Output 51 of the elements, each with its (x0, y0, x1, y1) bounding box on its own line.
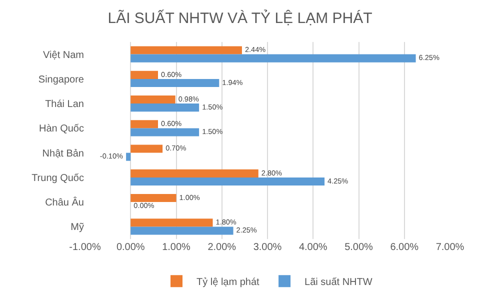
data-label: 0.60% (161, 119, 182, 128)
bar (130, 104, 200, 112)
legend-label: Tỷ lệ lạm phát (196, 276, 260, 288)
legend-label: Lãi suất NHTW (304, 276, 373, 288)
data-label: 1.00% (179, 192, 200, 202)
data-label: -0.10% (100, 152, 124, 161)
bar (126, 152, 131, 161)
bar (130, 226, 234, 235)
x-tick-label: 0.00% (116, 242, 145, 253)
x-tick-label: 7.00% (436, 242, 464, 253)
y-tick-label: Châu Âu (45, 196, 84, 209)
data-label: 2.44% (244, 45, 266, 54)
bar (130, 128, 200, 136)
y-tick-label: Hàn Quốc (38, 124, 84, 135)
bar (130, 78, 220, 87)
data-label: 2.80% (261, 168, 283, 178)
x-tick-label: 2.00% (208, 242, 236, 253)
y-tick-label: Singapore (38, 74, 84, 86)
data-label: 1.94% (222, 78, 244, 87)
y-tick-label: Việt Nam (43, 50, 84, 61)
x-tick-label: 1.00% (162, 242, 191, 253)
bar (130, 70, 158, 79)
x-tick-label: 4.00% (298, 242, 328, 253)
x-tick-label: 3.00% (253, 242, 282, 253)
y-tick-label: Nhật Bản (42, 148, 84, 160)
data-label: 4.25% (328, 176, 349, 186)
data-label: 6.25% (418, 53, 440, 62)
data-label: 2.25% (236, 226, 258, 235)
bar (130, 46, 242, 54)
bar (130, 177, 325, 186)
data-label: 1.50% (202, 102, 224, 112)
data-label: 0.00% (134, 200, 155, 210)
y-tick-label: Mỹ (70, 222, 84, 234)
bar (130, 218, 213, 227)
data-label: 1.80% (216, 218, 237, 227)
bar (130, 54, 416, 62)
data-label: 1.50% (202, 127, 224, 136)
bar (130, 120, 158, 128)
chart-title: LÃI SUẤT NHTW VÀ TỶ LỆ LẠM PHÁT (108, 8, 372, 27)
data-label: 0.70% (166, 144, 187, 153)
data-label: 0.98% (178, 94, 200, 104)
x-tick-label: 5.00% (344, 242, 374, 253)
bar (130, 194, 176, 202)
y-tick-label: Thái Lan (45, 99, 84, 110)
y-tick-label: Trung Quốc (32, 172, 84, 184)
bar (130, 96, 176, 104)
x-tick-label: -1.00% (69, 242, 101, 253)
bar (130, 144, 163, 153)
data-label: 0.60% (161, 70, 182, 79)
x-tick-label: 6.00% (390, 242, 419, 253)
bar (130, 169, 258, 178)
